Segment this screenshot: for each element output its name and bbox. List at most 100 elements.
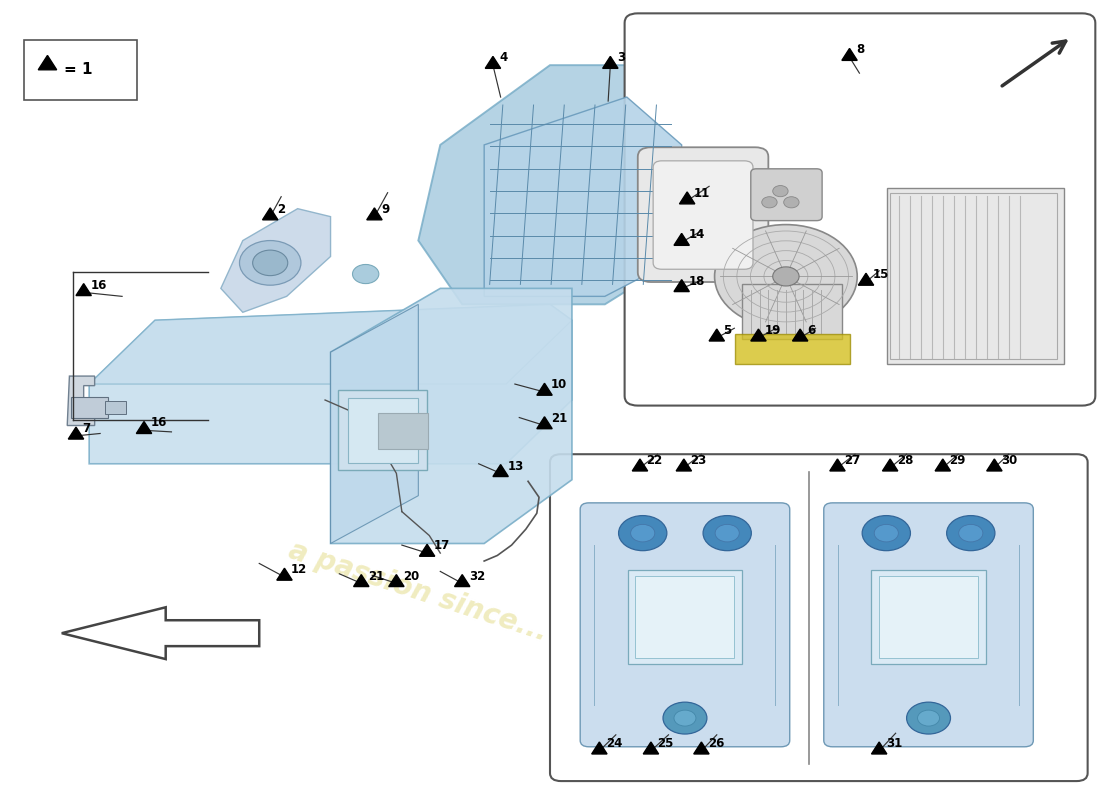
Text: 27: 27 bbox=[844, 454, 860, 467]
Polygon shape bbox=[419, 544, 435, 556]
Circle shape bbox=[663, 702, 707, 734]
Polygon shape bbox=[829, 459, 845, 471]
Circle shape bbox=[352, 265, 378, 284]
Text: 13: 13 bbox=[507, 459, 524, 473]
Polygon shape bbox=[484, 97, 682, 296]
Polygon shape bbox=[67, 376, 95, 426]
Circle shape bbox=[715, 225, 857, 328]
FancyBboxPatch shape bbox=[742, 285, 842, 338]
FancyBboxPatch shape bbox=[550, 454, 1088, 781]
Text: 29: 29 bbox=[949, 454, 966, 467]
Text: 5: 5 bbox=[724, 324, 732, 337]
Circle shape bbox=[772, 186, 788, 197]
Text: a passion since...: a passion since... bbox=[285, 536, 551, 646]
Text: 26: 26 bbox=[708, 737, 725, 750]
Text: 18: 18 bbox=[689, 274, 705, 287]
Text: 7: 7 bbox=[82, 422, 90, 435]
Text: 24: 24 bbox=[606, 737, 623, 750]
Polygon shape bbox=[537, 417, 552, 429]
Polygon shape bbox=[454, 574, 470, 586]
FancyBboxPatch shape bbox=[70, 397, 108, 418]
Polygon shape bbox=[676, 459, 692, 471]
Text: 20: 20 bbox=[403, 570, 419, 582]
Polygon shape bbox=[694, 742, 710, 754]
Polygon shape bbox=[263, 208, 278, 220]
Text: 16: 16 bbox=[90, 278, 107, 291]
Text: 12: 12 bbox=[292, 563, 307, 576]
Polygon shape bbox=[935, 459, 950, 471]
Text: 31: 31 bbox=[886, 737, 902, 750]
Polygon shape bbox=[388, 574, 404, 586]
Polygon shape bbox=[89, 304, 572, 384]
Polygon shape bbox=[858, 274, 873, 286]
Polygon shape bbox=[842, 49, 857, 60]
Polygon shape bbox=[882, 459, 898, 471]
Polygon shape bbox=[603, 56, 618, 68]
Polygon shape bbox=[76, 284, 91, 295]
FancyBboxPatch shape bbox=[653, 161, 754, 270]
Text: parts: parts bbox=[571, 474, 639, 517]
Polygon shape bbox=[89, 304, 572, 464]
Polygon shape bbox=[632, 459, 648, 471]
Polygon shape bbox=[680, 192, 695, 204]
Text: 6: 6 bbox=[806, 324, 815, 337]
Circle shape bbox=[772, 267, 799, 286]
Polygon shape bbox=[592, 742, 607, 754]
Polygon shape bbox=[644, 742, 659, 754]
Text: 21: 21 bbox=[551, 412, 568, 425]
Text: 22: 22 bbox=[647, 454, 663, 467]
FancyBboxPatch shape bbox=[751, 169, 822, 221]
Polygon shape bbox=[136, 422, 152, 434]
Polygon shape bbox=[418, 65, 693, 304]
Polygon shape bbox=[62, 607, 260, 659]
Text: = 1: = 1 bbox=[64, 62, 92, 78]
Text: 21: 21 bbox=[367, 570, 384, 582]
Polygon shape bbox=[68, 427, 84, 439]
Polygon shape bbox=[39, 55, 57, 70]
Polygon shape bbox=[674, 234, 690, 246]
FancyBboxPatch shape bbox=[348, 398, 418, 463]
Circle shape bbox=[674, 710, 696, 726]
Circle shape bbox=[862, 515, 911, 550]
Polygon shape bbox=[331, 288, 572, 543]
Polygon shape bbox=[485, 56, 501, 68]
FancyBboxPatch shape bbox=[338, 390, 427, 470]
Text: 19: 19 bbox=[766, 324, 781, 337]
Polygon shape bbox=[537, 383, 552, 395]
Text: 4: 4 bbox=[499, 51, 508, 64]
Text: 2: 2 bbox=[277, 203, 285, 216]
FancyBboxPatch shape bbox=[879, 576, 978, 658]
Text: 16: 16 bbox=[151, 417, 167, 430]
Text: 30: 30 bbox=[1001, 454, 1018, 467]
Circle shape bbox=[959, 524, 983, 542]
Polygon shape bbox=[792, 329, 807, 341]
Circle shape bbox=[762, 197, 777, 208]
FancyBboxPatch shape bbox=[824, 503, 1033, 746]
Text: 11: 11 bbox=[694, 187, 710, 200]
Polygon shape bbox=[751, 329, 767, 341]
Circle shape bbox=[630, 524, 654, 542]
Text: 14: 14 bbox=[689, 228, 705, 242]
Text: 3: 3 bbox=[617, 51, 625, 64]
Text: 10: 10 bbox=[551, 378, 568, 391]
Text: 25: 25 bbox=[658, 737, 674, 750]
Circle shape bbox=[874, 524, 899, 542]
FancyBboxPatch shape bbox=[377, 413, 428, 450]
FancyBboxPatch shape bbox=[628, 570, 742, 664]
Circle shape bbox=[917, 710, 939, 726]
Polygon shape bbox=[353, 574, 369, 586]
Circle shape bbox=[947, 515, 994, 550]
Polygon shape bbox=[331, 304, 418, 543]
Circle shape bbox=[783, 197, 799, 208]
FancyBboxPatch shape bbox=[104, 401, 126, 414]
Text: 32: 32 bbox=[469, 570, 485, 582]
FancyBboxPatch shape bbox=[887, 188, 1064, 364]
Polygon shape bbox=[277, 568, 293, 580]
Polygon shape bbox=[493, 465, 508, 477]
Circle shape bbox=[715, 524, 739, 542]
FancyBboxPatch shape bbox=[636, 576, 735, 658]
Polygon shape bbox=[674, 280, 690, 291]
Text: 9: 9 bbox=[381, 203, 389, 216]
FancyBboxPatch shape bbox=[24, 40, 138, 100]
Text: 15: 15 bbox=[872, 268, 889, 282]
